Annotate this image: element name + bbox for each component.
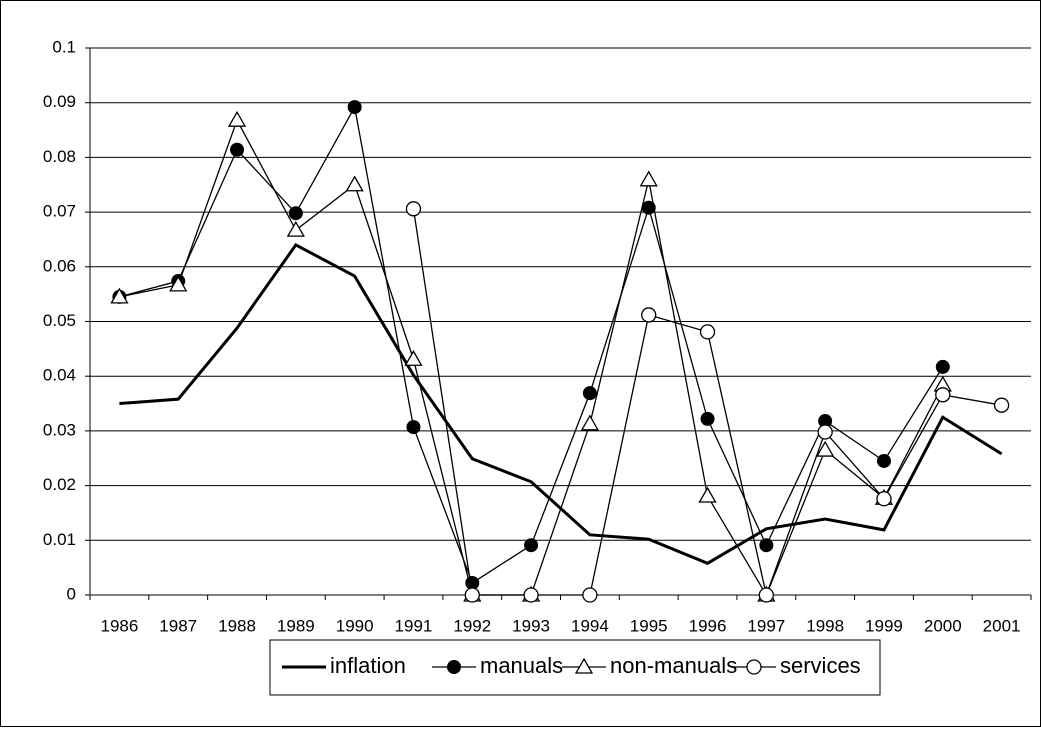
marker	[876, 453, 891, 468]
x-tick-label: 1996	[689, 616, 727, 635]
marker	[169, 275, 188, 292]
x-tick-label: 1998	[806, 616, 844, 635]
x-tick-label: 1991	[395, 616, 433, 635]
y-tick-label: 0.05	[43, 311, 76, 330]
y-tick-label: 0.08	[43, 147, 76, 166]
marker	[582, 386, 597, 401]
marker	[227, 110, 247, 127]
x-tick-label: 1987	[159, 616, 197, 635]
marker	[639, 170, 658, 187]
y-tick-label: 0.1	[52, 37, 76, 56]
x-tick-label: 1989	[277, 616, 315, 635]
y-tick-label: 0.07	[43, 202, 76, 221]
marker	[816, 440, 835, 457]
y-tick-label: 0.01	[43, 530, 76, 549]
y-tick-label: 0.03	[43, 420, 76, 439]
marker	[288, 206, 303, 221]
x-tick-label: 1986	[100, 616, 138, 635]
marker	[404, 349, 423, 366]
marker	[582, 587, 598, 603]
marker	[759, 538, 774, 553]
marker	[935, 359, 950, 374]
x-tick-label: 1997	[747, 616, 785, 635]
x-tick-label: 1995	[630, 616, 668, 635]
y-tick-label: 0.04	[43, 366, 76, 385]
marker	[580, 414, 600, 431]
marker	[347, 100, 362, 115]
x-tick-label: 1992	[453, 616, 491, 635]
marker	[230, 142, 245, 157]
marker	[700, 411, 715, 426]
marker	[574, 657, 594, 674]
marker	[698, 486, 717, 503]
marker	[523, 587, 539, 603]
x-tick-label: 1999	[865, 616, 903, 635]
marker	[524, 538, 539, 553]
y-tick-label: 0.02	[43, 475, 76, 494]
marker	[699, 324, 716, 340]
x-tick-label: 2000	[924, 616, 962, 635]
marker	[818, 414, 833, 429]
marker	[993, 397, 1010, 413]
x-tick-label: 1990	[336, 616, 374, 635]
legend-label: inflation	[330, 653, 406, 678]
y-tick-label: 0.06	[43, 256, 76, 275]
x-tick-label: 2001	[983, 616, 1021, 635]
x-tick-label: 1988	[218, 616, 256, 635]
legend-label: services	[780, 653, 861, 678]
marker	[447, 660, 461, 674]
marker	[286, 220, 305, 237]
x-tick-label: 1993	[512, 616, 550, 635]
marker	[464, 587, 480, 603]
marker	[817, 424, 833, 440]
marker	[465, 575, 480, 590]
y-tick-label: 0.09	[43, 92, 76, 111]
marker	[406, 420, 421, 435]
legend-label: manuals	[480, 653, 563, 678]
y-tick-label: 0	[67, 584, 76, 603]
marker	[746, 659, 762, 675]
marker	[641, 200, 656, 215]
marker	[345, 175, 364, 192]
marker	[110, 287, 129, 304]
marker	[405, 201, 422, 217]
marker	[758, 587, 774, 603]
x-tick-label: 1994	[571, 616, 609, 635]
marker	[641, 307, 657, 323]
legend-label: non-manuals	[610, 653, 737, 678]
marker	[876, 491, 892, 507]
marker	[935, 387, 951, 403]
